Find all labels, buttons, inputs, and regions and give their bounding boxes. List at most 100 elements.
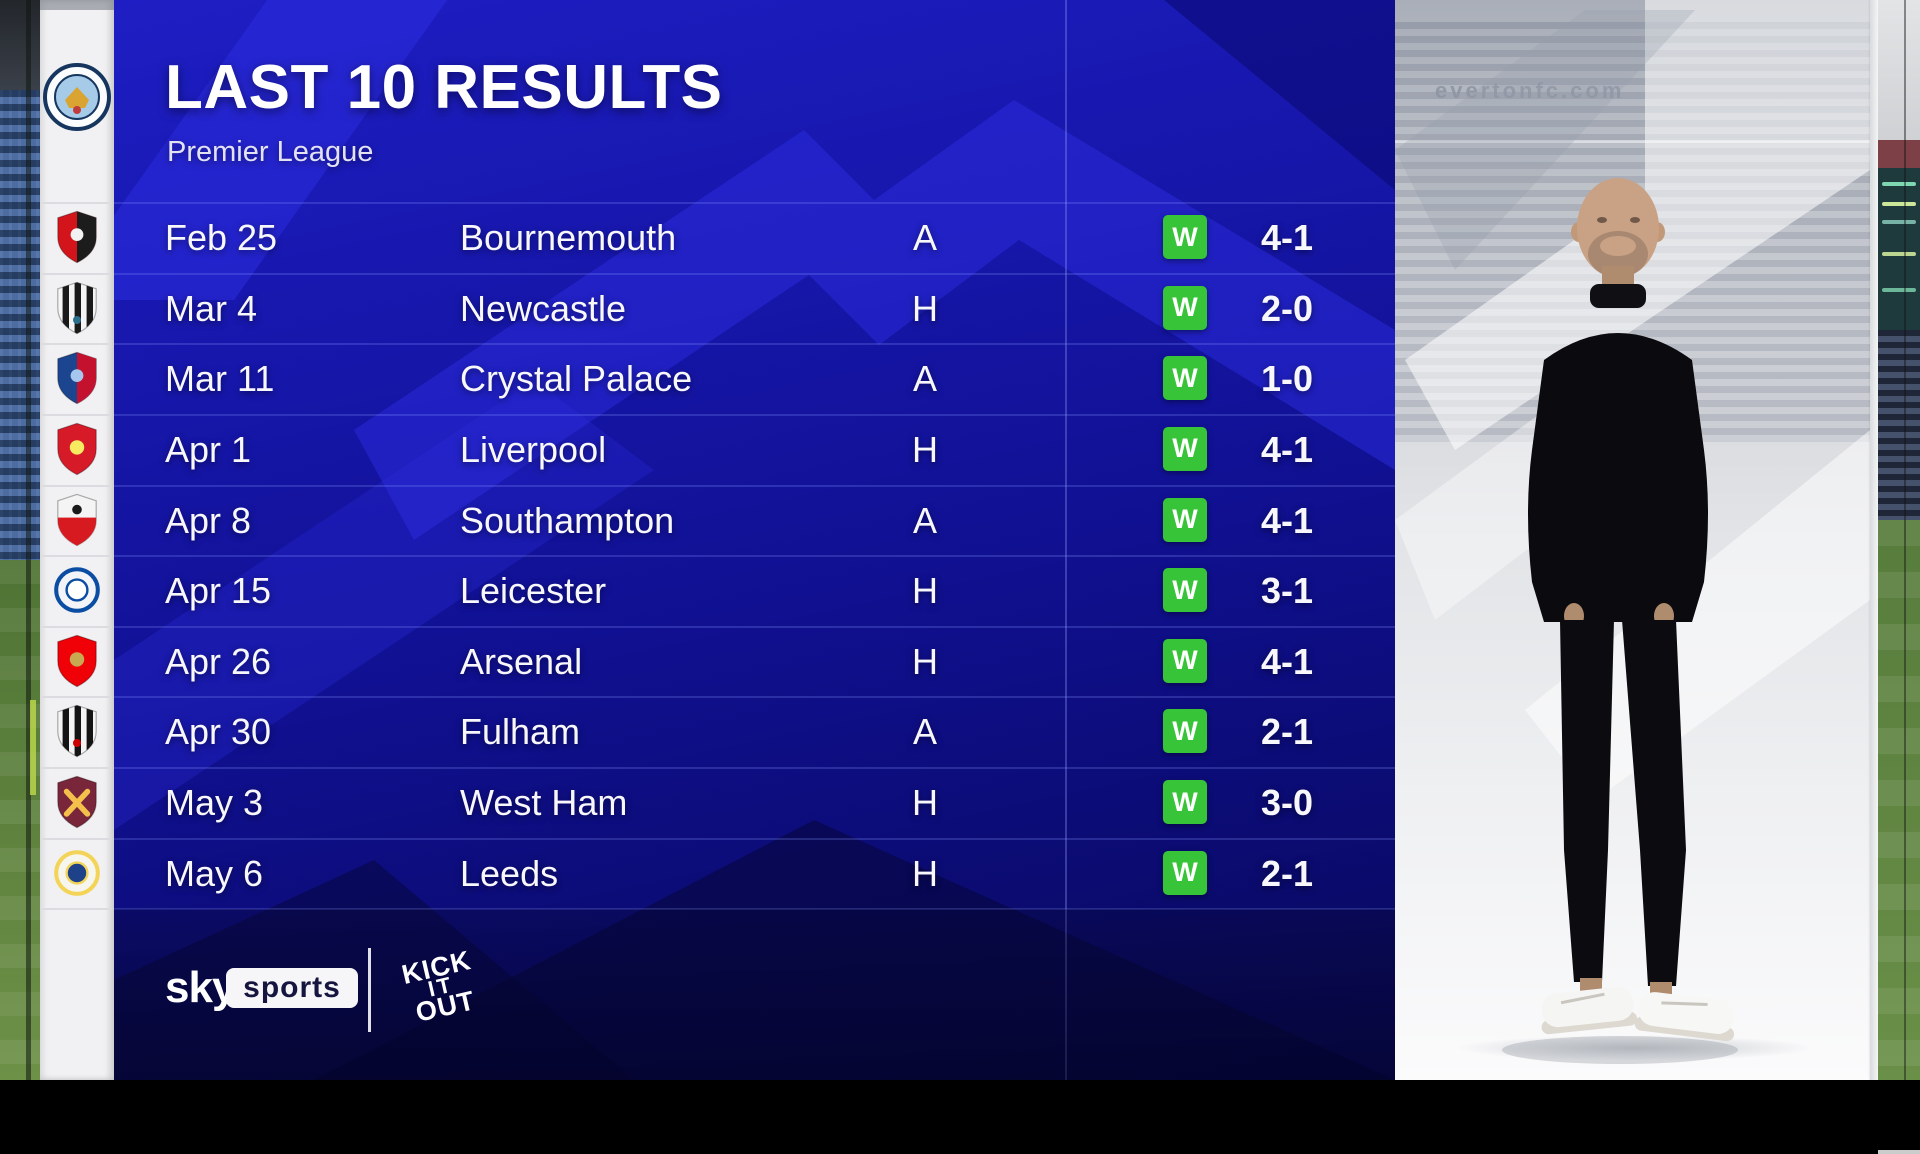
row-divider xyxy=(114,696,1395,699)
logo-divider xyxy=(368,948,371,1032)
club-badge-southampton-icon xyxy=(53,492,101,548)
stand-rail-line xyxy=(1395,140,1870,143)
badge-strip-separator xyxy=(42,767,112,770)
badge-strip-separator xyxy=(42,413,112,416)
result-outcome-badge: W xyxy=(1163,426,1207,471)
pitch-sliver-right xyxy=(1878,520,1920,1154)
manchester-city-badge-icon xyxy=(42,62,112,132)
venue-cell: A xyxy=(912,217,937,258)
club-badge-bournemouth-icon xyxy=(53,209,101,265)
venue-cell: H xyxy=(912,428,938,470)
score-cell: 4-1 xyxy=(1260,499,1314,541)
result-outcome-badge: W xyxy=(1163,568,1207,613)
score-cell: 1-0 xyxy=(1260,358,1314,400)
club-badge-strip xyxy=(40,0,114,1080)
score-cell: 4-1 xyxy=(1260,428,1314,470)
competition-subtitle: Premier League xyxy=(167,136,374,168)
table-row: Feb 25 Bournemouth A W 4-1 xyxy=(114,202,1395,273)
opponent-cell: West Ham xyxy=(460,782,628,824)
stand-band-sliver xyxy=(1878,140,1920,168)
result-outcome-badge: W xyxy=(1163,780,1207,825)
pitch-sliver xyxy=(0,560,40,1080)
opponent-cell: Arsenal xyxy=(460,640,583,682)
score-cell: 4-1 xyxy=(1260,217,1314,258)
club-badge-arsenal-icon xyxy=(53,633,101,689)
opponent-cell: Bournemouth xyxy=(460,217,677,258)
goalpost-line xyxy=(1904,0,1906,1080)
badge-strip-separator xyxy=(42,484,112,487)
club-badge-fulham-icon xyxy=(53,703,101,759)
page-title: LAST 10 RESULTS xyxy=(165,53,723,122)
club-badge-liverpool-icon xyxy=(53,421,101,477)
manager-photo-panel: evertonfc.com xyxy=(1395,0,1870,1080)
score-cell: 2-1 xyxy=(1260,852,1314,894)
date-cell: Apr 15 xyxy=(165,570,272,612)
pitch-highlight-sliver xyxy=(30,700,36,795)
results-panel: LAST 10 RESULTS Premier League Feb 25 Bou… xyxy=(114,0,1395,1080)
table-row: Apr 8 Southampton A W 4-1 xyxy=(114,485,1395,556)
club-badge-newcastle-icon xyxy=(53,280,101,336)
opponent-cell: Newcastle xyxy=(460,287,627,329)
date-cell: Mar 11 xyxy=(165,358,275,400)
result-outcome-badge: W xyxy=(1163,497,1207,542)
club-badge-crystal-palace-icon xyxy=(53,350,101,406)
kick-it-out-logo: KICK IT OUT xyxy=(395,941,487,1033)
result-outcome-badge: W xyxy=(1163,356,1207,401)
floor-reflection xyxy=(1455,1035,1815,1061)
opponent-cell: Liverpool xyxy=(460,428,607,470)
badge-strip-separator xyxy=(42,202,112,204)
badge-strip-separator xyxy=(42,343,112,346)
row-divider xyxy=(114,343,1395,346)
badge-strip-separator xyxy=(42,625,112,628)
result-outcome-badge: W xyxy=(1163,638,1207,683)
crowd-sliver-right xyxy=(1878,330,1920,520)
row-divider xyxy=(114,413,1395,416)
date-cell: Apr 30 xyxy=(165,711,272,753)
pitch-edge-line xyxy=(26,0,31,1080)
badge-strip-separator xyxy=(42,272,112,275)
venue-cell: A xyxy=(912,499,937,541)
venue-cell: H xyxy=(912,640,938,682)
stand-signage-text: evertonfc.com xyxy=(1435,78,1625,103)
badge-strip-separator xyxy=(42,555,112,558)
date-cell: May 3 xyxy=(165,782,264,824)
venue-cell: A xyxy=(912,711,937,753)
club-badge-leeds-icon xyxy=(53,845,101,901)
table-row: Apr 26 Arsenal H W 4-1 xyxy=(114,626,1395,697)
score-cell: 2-0 xyxy=(1260,287,1314,329)
row-divider xyxy=(114,625,1395,628)
club-badge-leicester-icon xyxy=(53,562,101,618)
date-cell: Feb 25 xyxy=(165,217,278,258)
badge-strip-separator xyxy=(42,696,112,699)
score-cell: 3-0 xyxy=(1260,782,1314,824)
opponent-cell: Leeds xyxy=(460,852,559,894)
score-cell: 3-1 xyxy=(1260,570,1314,612)
venue-cell: A xyxy=(912,358,937,400)
venue-cell: H xyxy=(912,782,938,824)
table-row: Mar 4 Newcastle H W 2-0 xyxy=(114,273,1395,344)
row-divider xyxy=(114,272,1395,275)
opponent-cell: Leicester xyxy=(460,570,607,612)
date-cell: Mar 4 xyxy=(165,287,258,329)
pitch-white-line xyxy=(1878,1150,1920,1154)
video-top-edge xyxy=(40,0,114,10)
result-outcome-badge: W xyxy=(1163,850,1207,895)
row-divider xyxy=(114,837,1395,840)
stadium-stand-sliver xyxy=(0,0,40,90)
photo-panel-edge xyxy=(1870,0,1878,1080)
venue-cell: H xyxy=(912,287,938,329)
table-row: May 3 West Ham H W 3-0 xyxy=(114,767,1395,838)
table-row: Apr 30 Fulham A W 2-1 xyxy=(114,696,1395,767)
result-outcome-badge: W xyxy=(1163,709,1207,754)
table-row: May 6 Leeds H W 2-1 xyxy=(114,838,1395,909)
video-right-strip xyxy=(1878,0,1920,1154)
score-cell: 4-1 xyxy=(1260,640,1314,682)
date-cell: Apr 8 xyxy=(165,499,252,541)
badge-strip-separator xyxy=(42,837,112,840)
date-cell: Apr 26 xyxy=(165,640,272,682)
club-badge-west-ham-icon xyxy=(53,774,101,830)
date-cell: May 6 xyxy=(165,852,264,894)
row-divider xyxy=(114,202,1395,204)
table-row: Apr 1 Liverpool H W 4-1 xyxy=(114,414,1395,485)
badge-strip-separator xyxy=(42,908,112,911)
